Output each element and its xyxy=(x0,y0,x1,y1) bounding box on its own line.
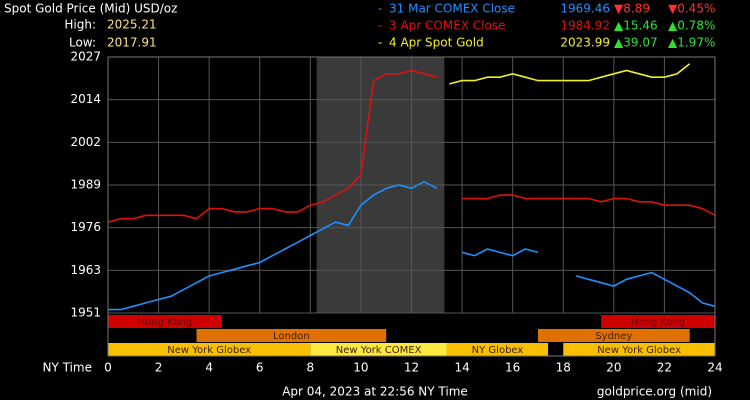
session-label: New York COMEX xyxy=(336,345,422,356)
legend-last: 2023.99 xyxy=(560,36,610,50)
x-tick-label: 22 xyxy=(657,361,672,375)
session-bar xyxy=(537,329,690,342)
session-label: New York Globex xyxy=(167,345,251,356)
plot-border xyxy=(107,56,716,357)
x-tick-label: 0 xyxy=(104,361,112,375)
legend-name: 3 Apr COMEX Close xyxy=(389,19,506,33)
session-bar xyxy=(601,315,715,328)
timestamp: Apr 04, 2023 at 22:56 NY Time xyxy=(282,385,468,399)
x-tick-label: 16 xyxy=(505,361,520,375)
legend-change: ▲15.46 xyxy=(614,19,658,33)
low-value: 2017.91 xyxy=(107,36,157,50)
y-tick-label: 1951 xyxy=(70,306,101,320)
legend-pct: ▲1.97% xyxy=(668,36,715,50)
legend-dash: - xyxy=(378,2,382,16)
legend-pct: ▼0.45% xyxy=(668,2,715,16)
x-tick-label: 24 xyxy=(707,361,722,375)
session-bar xyxy=(196,329,387,342)
legend-change: ▲39.07 xyxy=(614,36,658,50)
y-tick-label: 2027 xyxy=(70,50,101,64)
y-tick-label: 2014 xyxy=(70,92,101,106)
x-tick-label: 4 xyxy=(205,361,213,375)
legend-change: ▼8.89 xyxy=(614,2,650,16)
x-tick-label: 2 xyxy=(155,361,163,375)
source: goldprice.org (mid) xyxy=(597,385,712,399)
session-label: Hong Kong xyxy=(631,317,685,328)
high-label: High: xyxy=(64,18,96,32)
high-value: 2025.21 xyxy=(107,18,157,32)
chart-title: Spot Gold Price (Mid) USD/oz xyxy=(4,2,177,16)
price-line xyxy=(108,180,716,311)
y-tick-label: 2002 xyxy=(70,135,101,149)
legend-dash: - xyxy=(378,36,382,50)
x-tick-label: 18 xyxy=(556,361,571,375)
session-bar xyxy=(108,343,311,356)
y-tick-label: 1976 xyxy=(70,220,101,234)
session-bar xyxy=(446,343,549,356)
legend-name: 31 Mar COMEX Close xyxy=(389,2,515,16)
session-label: Hong Kong xyxy=(138,317,192,328)
y-tick-label: 1989 xyxy=(70,178,101,192)
session-label: NY Globex xyxy=(472,345,524,356)
x-tick-label: 20 xyxy=(606,361,621,375)
y-tick-label: 1963 xyxy=(70,263,101,277)
x-axis-label: NY Time xyxy=(43,361,93,375)
price-line xyxy=(107,69,716,223)
session-bar xyxy=(108,315,222,328)
price-line xyxy=(449,63,691,85)
session-label: New York Globex xyxy=(597,345,681,356)
x-tick-label: 12 xyxy=(404,361,419,375)
x-tick-label: 6 xyxy=(256,361,264,375)
session-label: Sydney xyxy=(595,331,632,342)
x-tick-label: 8 xyxy=(307,361,315,375)
legend-pct: ▲0.78% xyxy=(668,19,715,33)
legend-name: 4 Apr Spot Gold xyxy=(389,36,484,50)
x-tick-label: 14 xyxy=(454,361,469,375)
session-bar xyxy=(310,343,447,356)
low-label: Low: xyxy=(69,36,96,50)
legend-last: 1969.46 xyxy=(560,2,610,16)
legend-last: 1984.92 xyxy=(560,19,610,33)
legend-dash: - xyxy=(378,19,382,33)
session-bar xyxy=(563,343,715,356)
session-label: London xyxy=(273,331,310,342)
x-tick-label: 10 xyxy=(353,361,368,375)
